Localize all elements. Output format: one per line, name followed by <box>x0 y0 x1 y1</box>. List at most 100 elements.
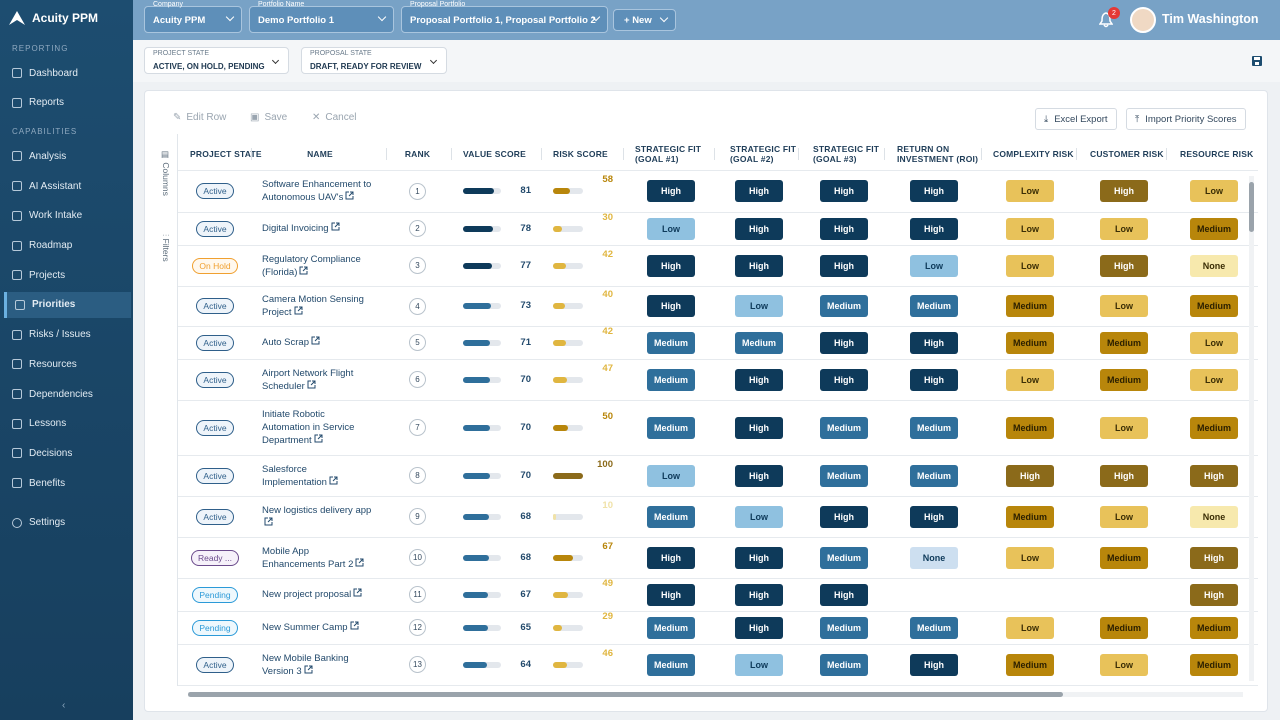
column-header: PROJECT STATE <box>190 149 262 159</box>
cell: Medium <box>1170 400 1258 455</box>
score-bar <box>463 591 489 598</box>
level-badge: Medium <box>1100 546 1148 569</box>
save-icon[interactable] <box>1251 55 1263 67</box>
level-badge: High <box>1006 464 1054 487</box>
cell: 70 <box>455 455 540 496</box>
name-text: New logistics delivery app <box>262 504 372 516</box>
cancel[interactable]: ✕ Cancel <box>312 112 357 123</box>
project-name[interactable]: Regulatory Compliance (Florida) <box>262 253 373 279</box>
score-bar <box>463 188 494 194</box>
excel-export[interactable]: ⤓ Excel Export <box>1035 108 1117 130</box>
project-state-filter[interactable]: PROJECT STATE ACTIVE, ON HOLD, PENDING <box>144 47 289 74</box>
nav-item[interactable]: Dependencies <box>4 381 131 407</box>
nav-item[interactable]: Roadmap <box>4 233 131 259</box>
nav-item[interactable]: AI Assistant <box>4 173 131 199</box>
score-bar <box>463 424 490 431</box>
cell: New Mobile Banking Version 3 <box>255 644 385 685</box>
column-header: COMPLEXITY RISK <box>993 149 1074 159</box>
column-divider <box>981 148 982 160</box>
project-name[interactable]: Digital Invoicing <box>262 222 340 235</box>
level-badge: Medium <box>1190 653 1238 676</box>
cell: Camera Motion Sensing Project <box>255 286 385 326</box>
external-link[interactable] <box>314 434 323 443</box>
project-name[interactable]: Mobile App Enhancements Part 2 <box>262 545 373 571</box>
score-track <box>463 303 501 309</box>
level-badge: High <box>820 180 868 202</box>
external-link[interactable] <box>353 588 362 597</box>
level-badge: High <box>820 505 868 528</box>
nav-item[interactable]: Lessons <box>4 411 131 437</box>
avatar[interactable] <box>1130 7 1156 33</box>
external-link[interactable] <box>355 558 364 567</box>
project-name[interactable]: Auto Scrap <box>262 336 320 349</box>
external-link[interactable] <box>311 336 320 345</box>
name-text: Auto Scrap <box>262 337 309 348</box>
project-name[interactable]: New Summer Camp <box>262 621 359 634</box>
project-name[interactable]: Salesforce Implementation <box>262 463 373 489</box>
nav-item[interactable]: Risks / Issues <box>4 322 131 348</box>
label: Save <box>264 112 288 123</box>
external-link[interactable] <box>329 476 338 485</box>
external-link[interactable] <box>264 517 273 526</box>
label: Excel Export <box>1054 113 1108 125</box>
name-text: Mobile App Enhancements Part 2 <box>262 545 354 570</box>
h-scroll-track <box>188 692 1243 697</box>
project-name[interactable]: Airport Network Flight Scheduler <box>262 367 373 393</box>
project-name[interactable]: New project proposal <box>262 588 362 601</box>
cell: New logistics delivery app <box>255 496 385 537</box>
save[interactable]: ▣ Save <box>250 112 288 123</box>
user-name[interactable]: Tim Washington <box>1162 12 1259 26</box>
state-pill: Ready ... <box>190 549 240 566</box>
score-value: 29 <box>602 610 613 622</box>
column-divider <box>714 148 715 160</box>
collapse[interactable]: ‹ <box>62 700 66 711</box>
level-badge: High <box>820 368 868 391</box>
new-button[interactable]: + New <box>613 9 676 31</box>
external-link[interactable] <box>299 266 308 275</box>
nav-item[interactable]: Work Intake <box>4 203 131 229</box>
nav-item[interactable]: Priorities <box>4 291 131 318</box>
cell: Medium <box>888 286 980 326</box>
level-badge: Medium <box>1190 295 1238 317</box>
nav-item[interactable]: Projects <box>4 262 131 288</box>
nav-item[interactable]: Dashboard <box>4 60 131 86</box>
level-badge: High <box>1100 464 1148 487</box>
cell: None <box>1170 496 1258 537</box>
score-bar <box>463 303 491 309</box>
project-name[interactable]: New logistics delivery app <box>262 504 373 530</box>
external-link[interactable] <box>294 306 303 315</box>
cell: 65 <box>455 611 540 644</box>
nav-item[interactable]: Decisions <box>4 440 131 466</box>
nav-label: Dependencies <box>29 388 93 400</box>
edit-row[interactable]: ✎ Edit Row <box>173 112 227 123</box>
proposal-dropdown[interactable]: Proposal Portfolio Proposal Portfolio 1, … <box>401 1 608 33</box>
cell: Pending <box>180 611 250 644</box>
column-header: STRATEGIC FIT (GOAL #3) <box>813 144 880 164</box>
nav-item[interactable]: Reports <box>4 90 131 116</box>
external-link[interactable] <box>350 621 359 630</box>
project-name[interactable]: New Mobile Banking Version 3 <box>262 652 373 678</box>
filters-tab[interactable]: ⫶ Filters <box>161 234 171 262</box>
project-name[interactable]: Camera Motion Sensing Project <box>262 293 373 319</box>
external-link[interactable] <box>304 665 313 674</box>
company-dropdown[interactable]: Company Acuity PPM <box>144 1 242 33</box>
external-link[interactable] <box>331 222 340 231</box>
portfolio-dropdown[interactable]: Portfolio Name Demo Portfolio 1 <box>249 1 394 33</box>
column-divider <box>623 148 624 160</box>
nav-item[interactable]: Analysis <box>4 143 131 169</box>
proposal-state-filter[interactable]: PROPOSAL STATE DRAFT, READY FOR REVIEW <box>301 47 447 74</box>
level-badge: Medium <box>647 653 695 676</box>
value: Demo Portfolio 1 <box>258 15 335 26</box>
columns-tab[interactable]: ▤ Columns <box>161 150 171 196</box>
project-name[interactable]: Initiate Robotic Automation in Service D… <box>262 408 373 447</box>
project-name[interactable]: Software Enhancement to Autonomous UAV's <box>262 178 373 204</box>
score-track <box>463 554 501 561</box>
external-link[interactable] <box>307 380 316 389</box>
nav-item[interactable]: Resources <box>4 351 131 377</box>
nav-item[interactable]: Benefits <box>4 470 131 496</box>
import-scores[interactable]: ⤒ Import Priority Scores <box>1126 108 1246 130</box>
cell: High <box>802 212 886 245</box>
external-link[interactable] <box>345 191 354 200</box>
level-badge: Medium <box>910 616 958 639</box>
nav-item[interactable]: Settings <box>4 510 131 536</box>
